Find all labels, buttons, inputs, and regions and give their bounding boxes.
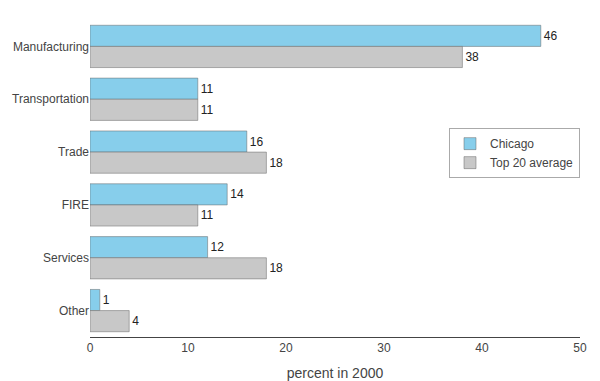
- svg-text:10: 10: [181, 341, 195, 355]
- svg-text:4: 4: [132, 314, 139, 328]
- svg-text:11: 11: [201, 82, 214, 96]
- svg-text:Top 20 average: Top 20 average: [490, 156, 573, 170]
- svg-text:11: 11: [201, 208, 214, 222]
- svg-text:Trade: Trade: [58, 145, 89, 159]
- svg-text:Other: Other: [59, 304, 89, 318]
- svg-text:20: 20: [279, 341, 293, 355]
- svg-text:30: 30: [377, 341, 391, 355]
- svg-text:16: 16: [250, 135, 264, 149]
- svg-text:percent in 2000: percent in 2000: [287, 365, 384, 381]
- svg-text:Manufacturing: Manufacturing: [13, 40, 89, 54]
- svg-text:18: 18: [269, 156, 283, 170]
- svg-text:14: 14: [230, 187, 244, 201]
- svg-text:0: 0: [87, 341, 94, 355]
- svg-text:50: 50: [573, 341, 587, 355]
- svg-text:Chicago: Chicago: [490, 137, 534, 151]
- svg-text:Services: Services: [43, 251, 89, 265]
- svg-text:18: 18: [269, 261, 283, 275]
- svg-text:Transportation: Transportation: [12, 92, 89, 106]
- svg-text:46: 46: [544, 29, 558, 43]
- svg-text:1: 1: [103, 293, 110, 307]
- svg-text:FIRE: FIRE: [62, 198, 89, 212]
- svg-text:40: 40: [475, 341, 489, 355]
- svg-text:11: 11: [201, 103, 214, 117]
- svg-text:12: 12: [211, 240, 225, 254]
- svg-text:38: 38: [465, 50, 479, 64]
